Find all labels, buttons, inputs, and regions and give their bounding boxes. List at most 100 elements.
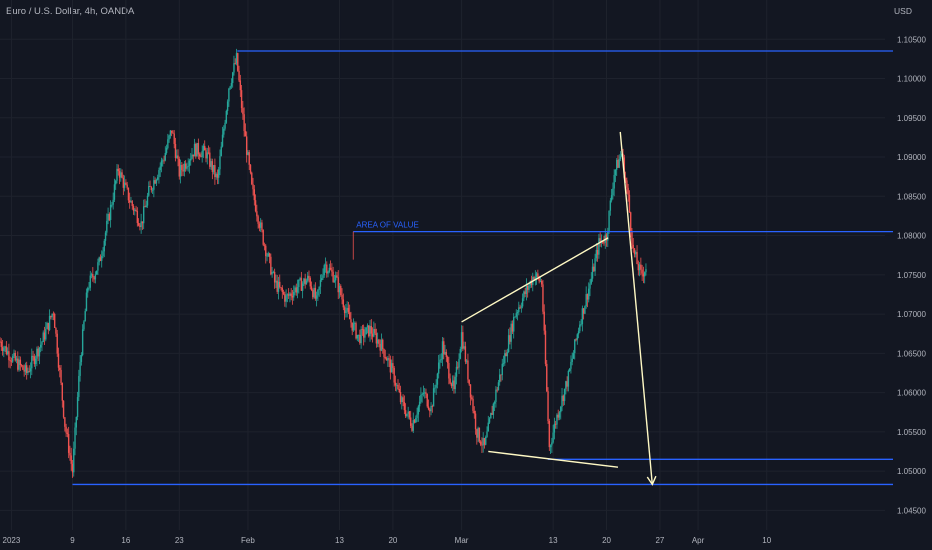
candle-body	[364, 334, 366, 338]
candle-body	[84, 311, 86, 322]
candle-body	[370, 325, 372, 334]
candle-body	[136, 211, 139, 223]
candle-body	[60, 370, 62, 383]
candle-body	[265, 245, 267, 257]
projection-arrow-head	[646, 475, 657, 486]
candle-body	[568, 368, 571, 371]
candle-body	[603, 242, 605, 244]
candle-body	[357, 334, 360, 336]
price-axis: 1.10500 1.10000 1.09500 1.09000 1.08500 1.080…	[897, 35, 926, 515]
chart-title: Euro / U.S. Dollar, 4h, OANDA	[6, 6, 135, 17]
candle-body	[526, 286, 529, 290]
candle-body	[177, 155, 179, 159]
grid	[0, 0, 885, 530]
candle-body	[561, 395, 563, 407]
candle-body	[145, 205, 147, 208]
candle-body	[280, 287, 282, 288]
time-tick-label: 9	[70, 536, 75, 545]
candle-body	[168, 135, 170, 140]
projection-arrow	[619, 131, 654, 485]
candle-body	[228, 88, 230, 102]
candle-body	[23, 369, 25, 372]
candle-body	[47, 322, 50, 331]
candle-body	[627, 187, 629, 195]
candle-body	[0, 341, 1, 343]
candle-body	[510, 323, 512, 342]
candle-body	[218, 169, 220, 178]
candle-body	[174, 143, 177, 158]
candle-body	[67, 433, 70, 453]
candle-body	[126, 184, 128, 188]
time-tick-label: 16	[121, 536, 130, 545]
candle-body	[361, 329, 364, 330]
candle-body	[410, 417, 412, 426]
candle-body	[247, 152, 249, 155]
candle-body	[570, 361, 572, 369]
price-tick-label: 1.09000	[897, 153, 926, 162]
candle-body	[333, 280, 336, 282]
candle-body	[501, 363, 503, 376]
candle-body	[376, 339, 379, 344]
candle-body	[457, 366, 459, 368]
candle-body	[362, 329, 365, 338]
candle-body	[131, 201, 133, 206]
candle-body	[120, 172, 122, 178]
candle-body	[635, 252, 637, 255]
candle-body	[469, 384, 472, 398]
candle-body	[14, 353, 16, 361]
candle-body	[26, 365, 28, 374]
candle-body	[412, 420, 414, 431]
candle-body	[183, 163, 186, 172]
price-tick-label: 1.04500	[897, 506, 926, 515]
candle-body	[251, 172, 253, 185]
candle-body	[368, 325, 370, 337]
candle-body	[499, 374, 501, 383]
horizontal-levels: AREA OF VALUE	[72, 50, 893, 486]
candle-body	[326, 264, 328, 274]
candle-body	[354, 323, 356, 325]
candle-body	[485, 436, 487, 445]
candle-body	[632, 244, 634, 249]
candle-body	[296, 287, 299, 293]
candle-body	[371, 333, 374, 337]
candle-body	[347, 307, 350, 313]
candle-body	[135, 209, 137, 212]
candle-body	[614, 169, 617, 175]
candle-body	[605, 234, 608, 241]
candle-body	[95, 270, 98, 275]
candle-body	[533, 277, 535, 280]
candle-body	[233, 63, 235, 73]
candle-body	[206, 152, 208, 159]
candle-body	[76, 397, 79, 417]
candle-body	[537, 273, 539, 277]
candle-body	[259, 222, 262, 228]
candle-body	[212, 165, 215, 172]
candle-body	[346, 307, 348, 311]
candle-body	[4, 346, 6, 349]
candle-body	[118, 171, 121, 178]
candle-body	[291, 296, 294, 298]
price-tick-label: 1.10000	[897, 75, 926, 84]
candle-body	[446, 356, 449, 363]
candle-body	[191, 154, 193, 159]
candle-body	[9, 360, 11, 361]
candle-body	[117, 168, 119, 172]
candle-body	[332, 271, 334, 282]
price-tick-label: 1.07500	[897, 271, 926, 280]
candle-body	[590, 278, 592, 284]
candle-body	[209, 152, 211, 167]
candle-body	[253, 189, 256, 201]
candle-body	[62, 400, 65, 418]
candle-body	[453, 380, 455, 390]
candle-body	[65, 426, 67, 433]
price-axis-currency: USD	[894, 6, 912, 16]
candle-body	[79, 361, 81, 376]
candle-body	[275, 280, 277, 283]
candle-body	[408, 411, 411, 418]
candle-body	[455, 366, 458, 377]
candle-body	[618, 159, 620, 168]
candle-body	[57, 353, 60, 368]
candle-body	[444, 352, 446, 355]
candle-body	[162, 160, 164, 162]
